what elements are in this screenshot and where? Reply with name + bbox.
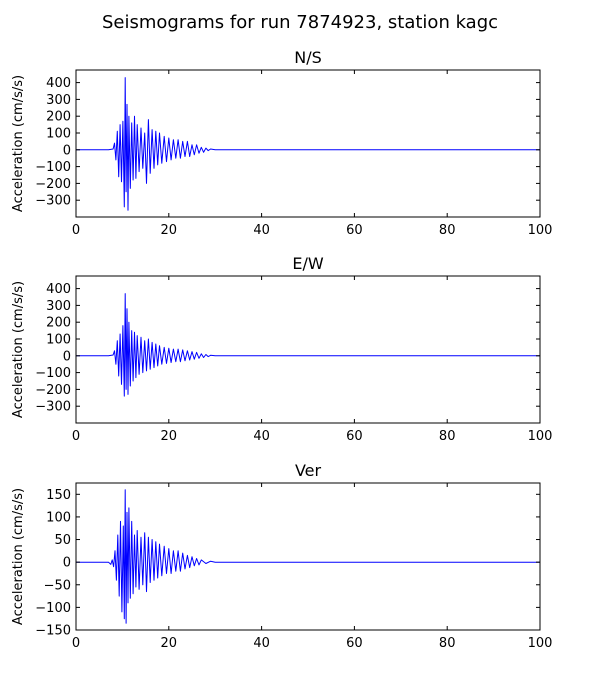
y-tick-label: 0 (63, 349, 71, 364)
y-tick-label: 100 (46, 510, 71, 525)
axes-frame (75, 482, 541, 631)
x-tick-label: 40 (253, 429, 270, 444)
axes-frame (75, 275, 541, 424)
x-tick-label: 60 (346, 429, 363, 444)
y-tick-label: −300 (35, 400, 71, 415)
y-tick-label: −150 (35, 624, 71, 639)
y-tick-label: 100 (46, 127, 71, 142)
panel-title: E/W (292, 254, 324, 273)
y-tick-label: 200 (46, 316, 71, 331)
seismogram-trace (76, 77, 540, 211)
x-tick-label: 20 (161, 636, 178, 651)
y-tick-label: −100 (35, 366, 71, 381)
x-tick-label: 80 (439, 429, 456, 444)
y-tick-label: −50 (44, 578, 71, 593)
panel-title: N/S (294, 48, 322, 67)
seismogram-trace (76, 489, 540, 624)
y-tick-label: −100 (35, 601, 71, 616)
x-tick-label: 80 (439, 223, 456, 238)
x-tick-label: 0 (72, 636, 80, 651)
x-tick-label: 40 (253, 636, 270, 651)
seismogram-trace (76, 293, 540, 397)
chart-panel-1: N/S0 20 40 60 80 100−300−200−1000100200300400… (11, 48, 552, 238)
y-tick-label: 0 (63, 143, 71, 158)
x-tick-label: 0 (72, 223, 80, 238)
x-tick-label: 40 (253, 223, 270, 238)
x-tick-label: 100 (528, 429, 553, 444)
y-tick-label: 0 (63, 556, 71, 571)
y-axis-label: Acceleration (cm/s/s) (11, 488, 26, 625)
y-axis-label: Acceleration (cm/s/s) (11, 281, 26, 418)
panel-title: Ver (295, 461, 322, 480)
y-tick-label: 100 (46, 333, 71, 348)
x-tick-label: 20 (161, 223, 178, 238)
x-tick-label: 60 (346, 636, 363, 651)
figure-title: Seismograms for run 7874923, station kag… (102, 12, 498, 33)
y-tick-label: 400 (46, 76, 71, 91)
x-tick-label: 100 (528, 223, 553, 238)
y-tick-label: −200 (35, 383, 71, 398)
y-tick-label: −300 (35, 194, 71, 209)
chart-panel-3: Ver 0 20 40 60 80 100 −150 −100 −50 0 50 100 150 Accel… (11, 461, 552, 651)
y-tick-label: 300 (46, 299, 71, 314)
axes-frame (75, 69, 541, 218)
y-tick-label: 200 (46, 110, 71, 125)
y-tick-label: −200 (35, 177, 71, 192)
x-tick-label: 0 (72, 429, 80, 444)
y-tick-label: 300 (46, 93, 71, 108)
chart-panel-2: E/W0 20 40 60 80 100−300−200−1000100200300400… (11, 254, 552, 444)
y-tick-label: −100 (35, 160, 71, 175)
x-tick-label: 20 (161, 429, 178, 444)
y-tick-label: 400 (46, 282, 71, 297)
y-axis-label: Acceleration (cm/s/s) (11, 75, 26, 212)
x-tick-label: 100 (528, 636, 553, 651)
y-tick-label: 50 (54, 533, 71, 548)
y-tick-label: 150 (46, 488, 71, 503)
x-tick-label: 60 (346, 223, 363, 238)
x-tick-label: 80 (439, 636, 456, 651)
